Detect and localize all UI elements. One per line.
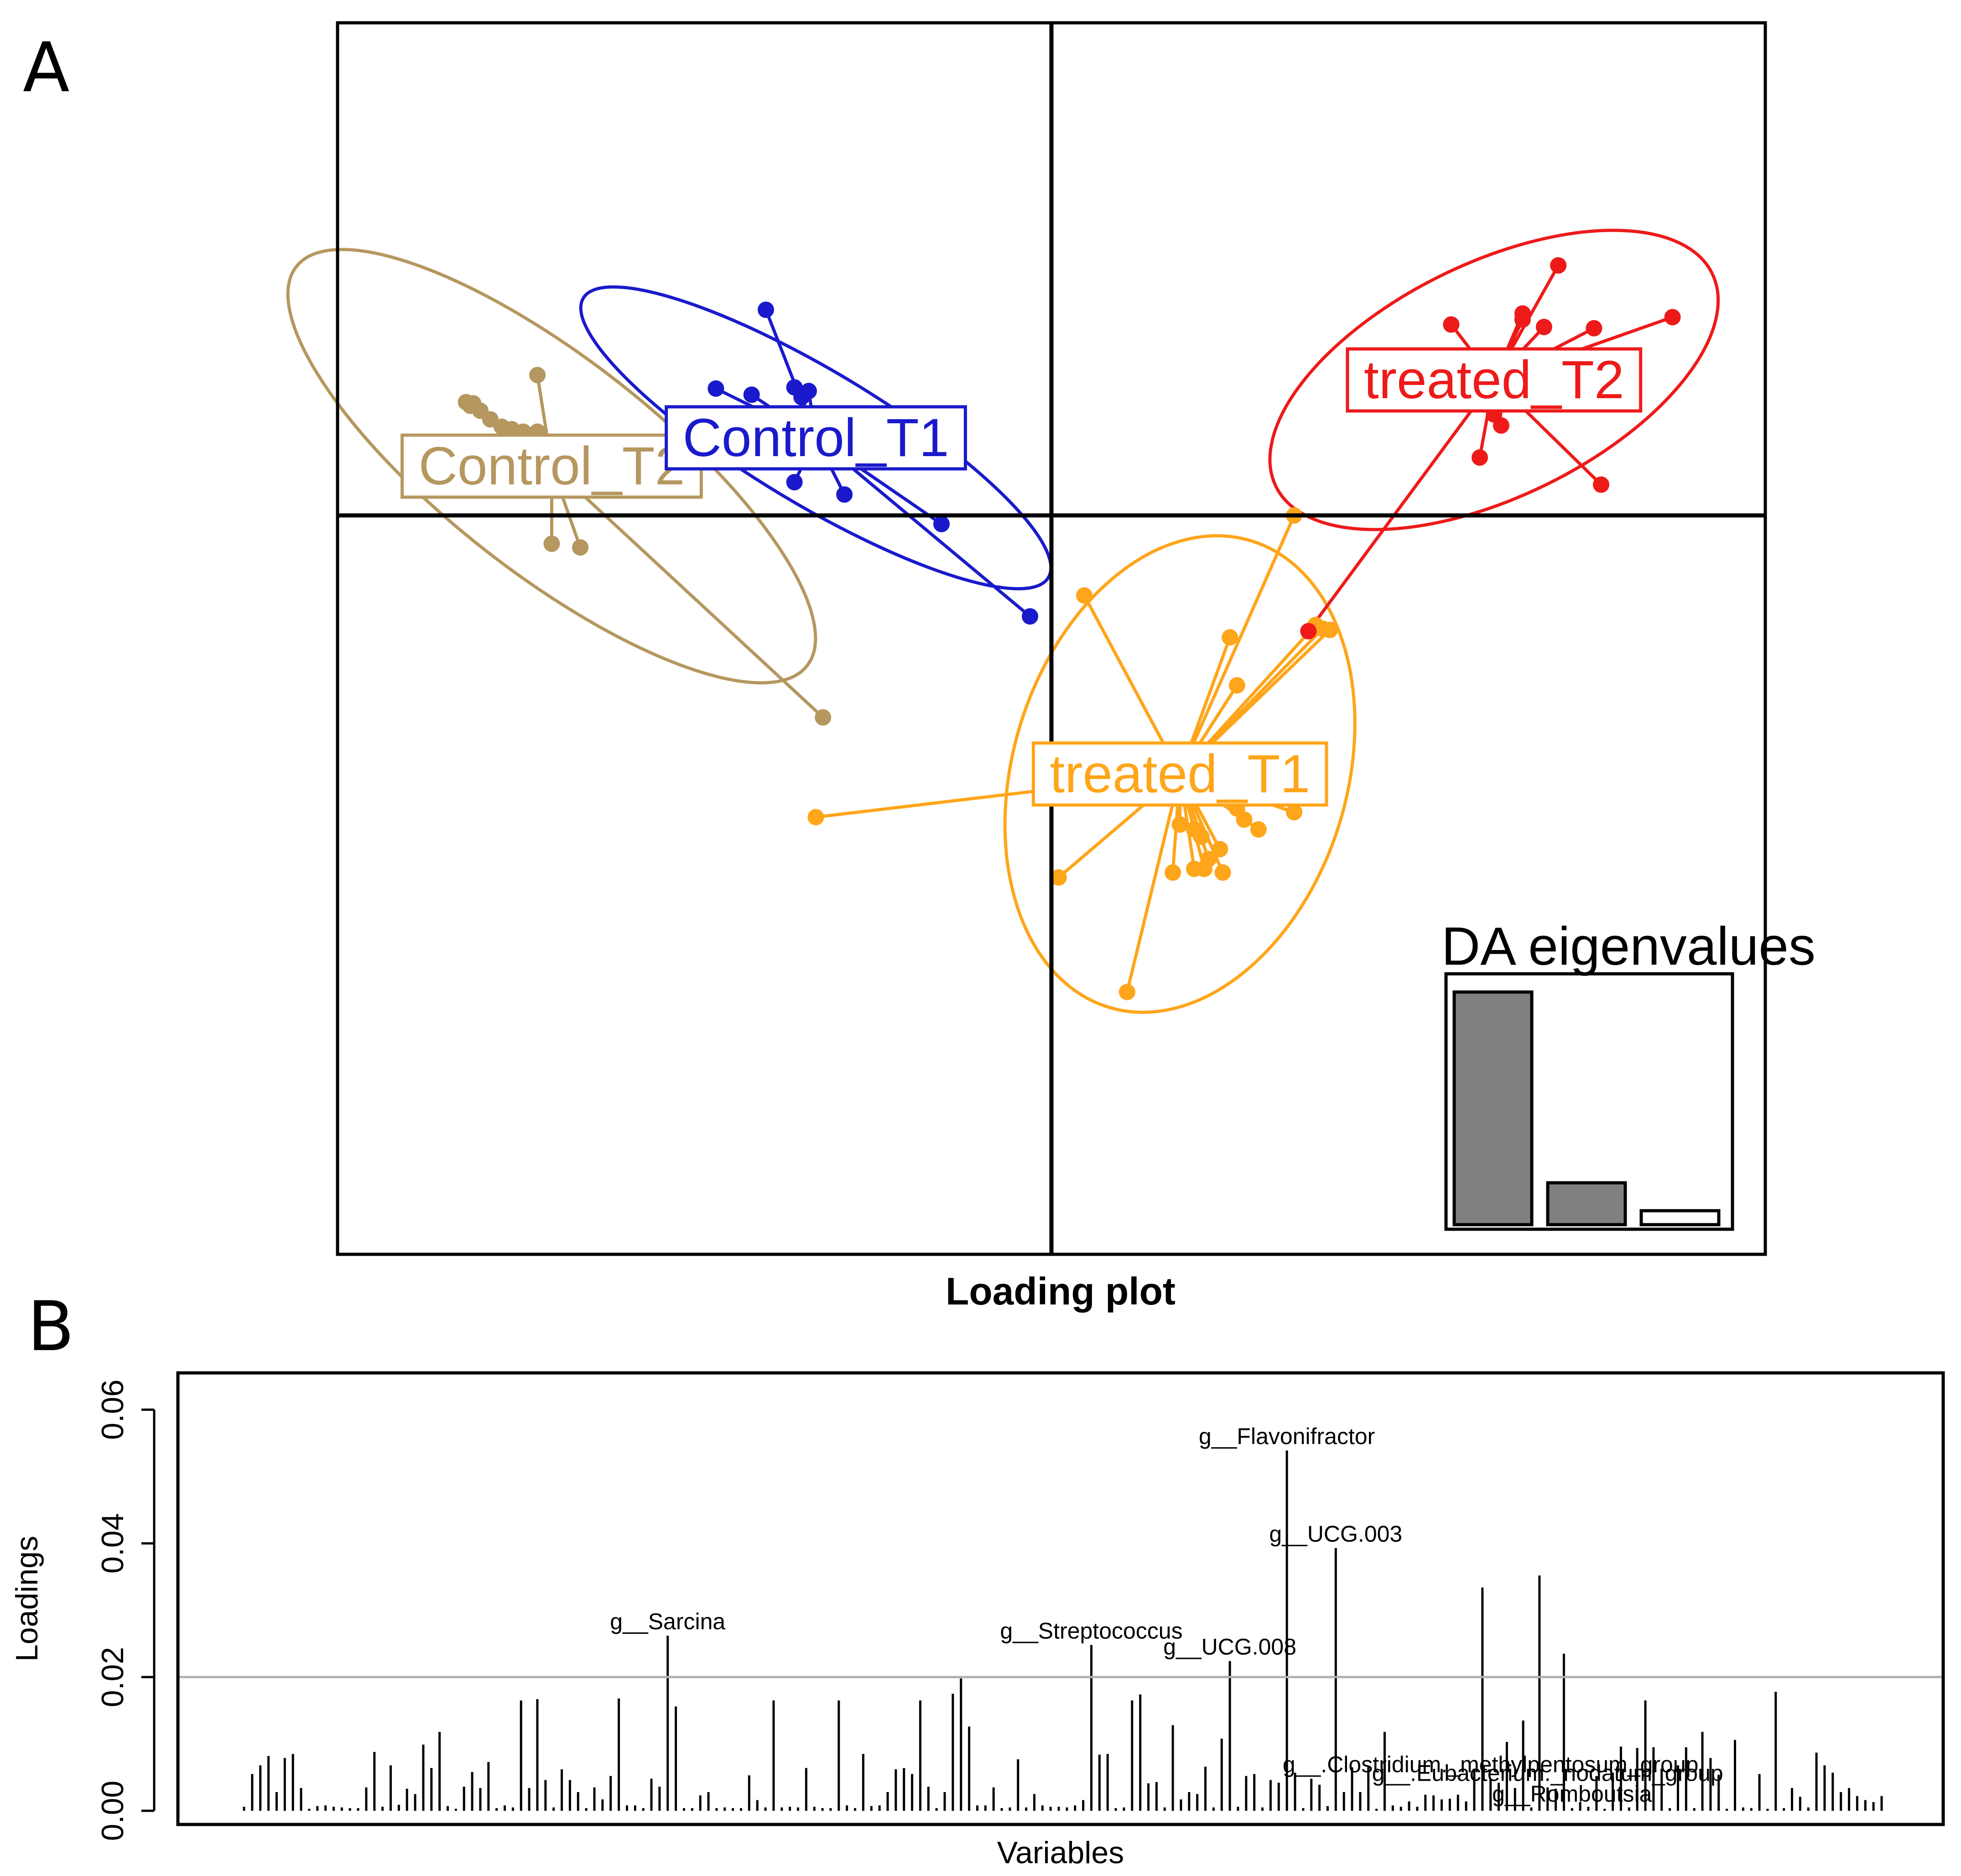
point-treated_T1-12 [1286,804,1303,821]
point-treated_T1-17 [1212,841,1228,857]
point-Control_T2-13 [815,709,832,726]
annotation-5: g__.Clostridium._methylpentosum_group [1283,1752,1699,1777]
eigenvalues-inset: DA eigenvalues [1441,916,1815,1231]
point-treated_T1-4 [1222,629,1238,646]
point-treated_T1-5 [1228,677,1245,694]
point-treated_T2-6 [1664,309,1681,326]
point-treated_T2-12 [1300,623,1317,639]
point-Control_T2-10 [529,367,546,384]
point-Control_T1-11 [1022,608,1039,625]
point-Control_T1-0 [758,301,774,318]
point-Control_T1-8 [786,474,803,491]
group-label-treated_T1: treated_T1 [1031,741,1328,807]
inset-bar-layer [1452,990,1721,1226]
point-treated_T2-0 [1550,257,1567,274]
segment-treated_T2-12 [1307,379,1496,632]
point-treated_T1-13 [1236,811,1253,828]
x-axis-label: Variables [997,1835,1124,1870]
panel-label-a: A [23,28,70,108]
point-Control_T2-4 [482,411,499,428]
y-tick-label-0: 0.00 [95,1781,130,1841]
point-Control_T1-2 [743,386,760,403]
point-treated_T2-4 [1535,318,1552,335]
point-treated_T2-11 [1593,476,1610,493]
y-tick-label-3: 0.06 [95,1379,130,1439]
eigenvalue-bar-2 [1546,1181,1627,1226]
eigenvalue-bar-3 [1639,1209,1721,1226]
group-label-box [401,433,703,499]
point-treated_T1-3 [1314,620,1331,637]
segment-treated_T1-0 [1178,514,1296,775]
point-Control_T1-10 [933,515,950,532]
group-label-text: Control_T1 [683,408,949,468]
annotation-3: g__Flavonifractor [1199,1424,1375,1449]
inset-frame [1444,972,1734,1231]
group-label-box [1031,741,1328,807]
annotation-1: g__Streptococcus [1000,1618,1182,1644]
eigenvalue-bar-1 [1452,990,1534,1226]
point-Control_T1-9 [836,486,853,503]
panel-label-b: B [27,1287,74,1367]
point-treated_T2-5 [1586,320,1602,337]
annotation-6: g__.Eubacterium._nodatum_group [1372,1761,1723,1786]
point-treated_T1-20 [1165,864,1181,881]
group-label-Control_T2: Control_T2 [401,433,703,499]
group-label-text: treated_T2 [1364,350,1624,410]
group-label-text: Control_T2 [419,436,685,496]
ellipse-treated_T2 [1268,229,1720,531]
ellipse-layer [286,229,1720,1014]
point-treated_T1-6 [807,809,824,826]
ellipse-Control_T1 [579,285,1053,591]
y-axis-label: Loadings [10,1536,44,1662]
panel-a-frame [336,21,1767,1256]
group-label-Control_T1: Control_T1 [665,405,967,471]
y-tick-label-1: 0.02 [95,1647,130,1707]
ellipse-treated_T1 [1003,534,1357,1014]
point-Control_T2-12 [572,539,589,556]
y-tick-label-2: 0.04 [95,1513,130,1574]
group-label-box [1346,347,1643,413]
point-treated_T1-16 [1193,828,1210,845]
panel-b-frame [176,1371,1945,1826]
ellipse-Control_T2 [286,248,817,685]
point-Control_T2-11 [543,535,560,552]
y-axis: 0.00 0.02 0.04 0.06 [95,1379,156,1841]
group-label-box [665,405,967,471]
point-Control_T1-5 [800,383,817,400]
point-treated_T1-21 [1196,860,1212,877]
annotation-4: g__UCG.003 [1269,1521,1402,1547]
loading-bar-layer [243,1450,1883,1811]
annotation-2: g__UCG.008 [1163,1634,1296,1660]
point-treated_T2-9 [1493,417,1509,434]
panel-a-title: Loading plot [946,1270,1176,1313]
point-treated_T2-1 [1443,316,1460,333]
annotation-7: g__Romboutsia [1492,1781,1652,1807]
annotation-0: g__Sarcina [610,1609,725,1634]
group-label-treated_T2: treated_T2 [1346,347,1643,413]
point-treated_T1-11 [1250,821,1267,838]
group-label-text: treated_T1 [1050,744,1310,804]
point-Control_T1-1 [707,380,724,397]
point-treated_T1-14 [1171,816,1188,833]
point-treated_T1-9 [1118,983,1135,1000]
point-treated_T2-3 [1514,305,1531,322]
segment-treated_T1-9 [1125,774,1182,993]
point-treated_T1-22 [1214,864,1231,881]
point-treated_T2-10 [1472,449,1488,466]
segment-Control_T2-13 [551,465,824,719]
point-treated_T1-7 [1076,587,1092,604]
inset-title: DA eigenvalues [1441,916,1815,977]
